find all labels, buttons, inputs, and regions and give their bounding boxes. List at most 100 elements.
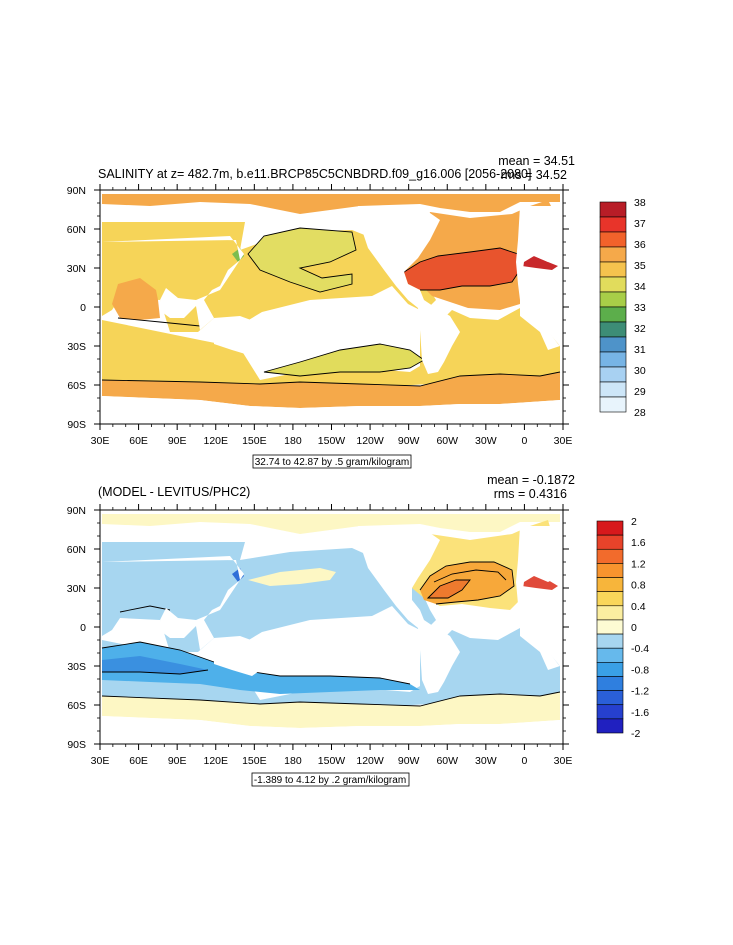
top-map (101, 194, 561, 424)
top-colorbar-label: 38 (634, 197, 646, 209)
bottom-southern-ocean (102, 640, 560, 710)
top-arctic-band (102, 194, 560, 214)
top-colorbar-swatch (599, 396, 627, 413)
top-colorbar: 38 37 36 35 34 33 32 31 30 29 28 (599, 197, 646, 419)
bottom-ytick-label: 30S (67, 661, 86, 673)
top-xtick-label: 30W (475, 435, 497, 447)
bottom-ytick-label: 30N (67, 583, 86, 595)
bottom-xtick-label: 150W (318, 755, 346, 767)
bottom-colorbar-label: -2 (631, 728, 640, 740)
bottom-colorbar-label: 1.6 (631, 537, 646, 549)
bottom-colorbar-swatch (596, 633, 624, 649)
top-xtick-label: 90W (398, 435, 420, 447)
top-colorbar-label: 30 (634, 365, 646, 377)
top-colorbar-label: 34 (634, 281, 646, 293)
top-colorbar-label: 35 (634, 260, 646, 272)
bottom-colorbar-swatch (596, 647, 624, 663)
bottom-colorbar-label: -1.6 (631, 707, 649, 719)
top-title: SALINITY at z= 482.7m, b.e11.BRCP85C5CNB… (98, 167, 531, 181)
top-xtick-label: 120W (356, 435, 384, 447)
top-colorbar-swatch (599, 201, 627, 218)
top-ytick-label: 60N (67, 224, 86, 236)
bottom-arctic-band (102, 514, 560, 534)
bottom-ytick-label: 90S (67, 739, 86, 751)
top-xtick-label: 30E (91, 435, 110, 447)
bottom-colorbar-label: -0.4 (631, 643, 649, 655)
bottom-colorbar-label: 0 (631, 622, 637, 634)
top-xtick-label: 150W (318, 435, 346, 447)
bottom-colorbar-swatch (596, 563, 624, 578)
top-colorbar-swatch (599, 246, 627, 263)
top-land-australia (214, 316, 266, 356)
bottom-colorbar-swatch (596, 662, 624, 677)
top-colorbar-swatch (599, 261, 627, 278)
bottom-colorbar-label: 0.8 (631, 580, 646, 592)
bottom-xtick-label: 120W (356, 755, 384, 767)
top-colorbar-swatch (599, 306, 627, 323)
bottom-sindian-blue (102, 642, 420, 694)
top-ytick-label: 60S (67, 380, 86, 392)
bottom-colorbar-label: 2 (631, 516, 637, 528)
top-axes: 30E 60E 90E 120E 150E 180 150W 120W 90W 60W 30W 0 30… (67, 184, 573, 447)
panel-bottom: (MODEL - LEVITUS/PHC2) mean = -0.1872 rm… (67, 473, 649, 787)
bottom-land-australia (214, 636, 266, 676)
bottom-colorbar-swatch (596, 718, 624, 734)
top-land-europe-africa (516, 206, 560, 350)
top-xtick-label: 30E (554, 435, 573, 447)
top-ytick-label: 30N (67, 263, 86, 275)
bottom-contour-5 (102, 669, 209, 675)
top-contour-4 (101, 371, 561, 387)
bottom-colorbar-swatch (596, 690, 624, 706)
bottom-contour-info: -1.389 to 4.12 by .2 gram/kilogram (254, 775, 406, 786)
bottom-npacific-streak (248, 568, 336, 586)
top-contour-1 (247, 227, 357, 293)
top-xtick-label: 60E (129, 435, 148, 447)
top-colorbar-swatch (599, 351, 627, 368)
bottom-colorbar-swatch (596, 577, 624, 592)
top-ytick-label: 0 (80, 302, 86, 314)
bottom-colorbar-label: -0.8 (631, 664, 649, 676)
top-land-africa (102, 236, 244, 330)
bottom-ytick-label: 60N (67, 544, 86, 556)
top-colorbar-swatch (599, 381, 627, 398)
bottom-xtick-label: 90E (168, 755, 187, 767)
bottom-map (101, 514, 561, 744)
bottom-info-box (251, 772, 410, 787)
top-contour-5 (117, 317, 201, 327)
top-contour-info: 32.74 to 42.87 by .5 gram/kilogram (255, 457, 410, 468)
bottom-contour-7 (119, 605, 171, 613)
bottom-xtick-label: 30E (554, 755, 573, 767)
bottom-xtick-label: 90W (398, 755, 420, 767)
bottom-ytick-label: 90N (67, 505, 86, 517)
bottom-colorbar-label: 1.2 (631, 558, 646, 570)
top-colorbar-label: 28 (634, 407, 646, 419)
bottom-sindian-deep (102, 656, 208, 674)
bottom-colorbar-label: 0.4 (631, 601, 646, 613)
bottom-colorbar-swatch (596, 548, 624, 564)
bottom-contour-3 (433, 569, 507, 583)
bottom-ytick-label: 60S (67, 700, 86, 712)
top-ytick-label: 30S (67, 341, 86, 353)
top-mean: mean = 34.51 (498, 154, 575, 168)
top-colorbar-swatch (599, 366, 627, 383)
top-colorbar-label: 31 (634, 344, 646, 356)
bottom-ytick-label: 0 (80, 622, 86, 634)
top-colorbar-swatch (599, 231, 627, 248)
top-xtick-label: 60W (436, 435, 458, 447)
top-colorbar-label: 33 (634, 302, 646, 314)
bottom-colorbar-swatch (596, 534, 624, 550)
bottom-gulfstream-core (428, 580, 470, 598)
top-xtick-label: 150E (242, 435, 267, 447)
bottom-xtick-label: 150E (242, 755, 267, 767)
top-xtick-label: 180 (284, 435, 302, 447)
top-southern-ocean (102, 320, 560, 390)
bottom-xtick-label: 30W (475, 755, 497, 767)
top-xtick-label: 90E (168, 435, 187, 447)
bottom-xtick-label: 30E (91, 755, 110, 767)
top-colorbar-label: 37 (634, 218, 646, 230)
panel-top: SALINITY at z= 482.7m, b.e11.BRCP85C5CNB… (67, 154, 646, 469)
top-colorbar-label: 32 (634, 323, 646, 335)
top-colorbar-swatch (599, 276, 627, 293)
top-land (102, 206, 560, 424)
